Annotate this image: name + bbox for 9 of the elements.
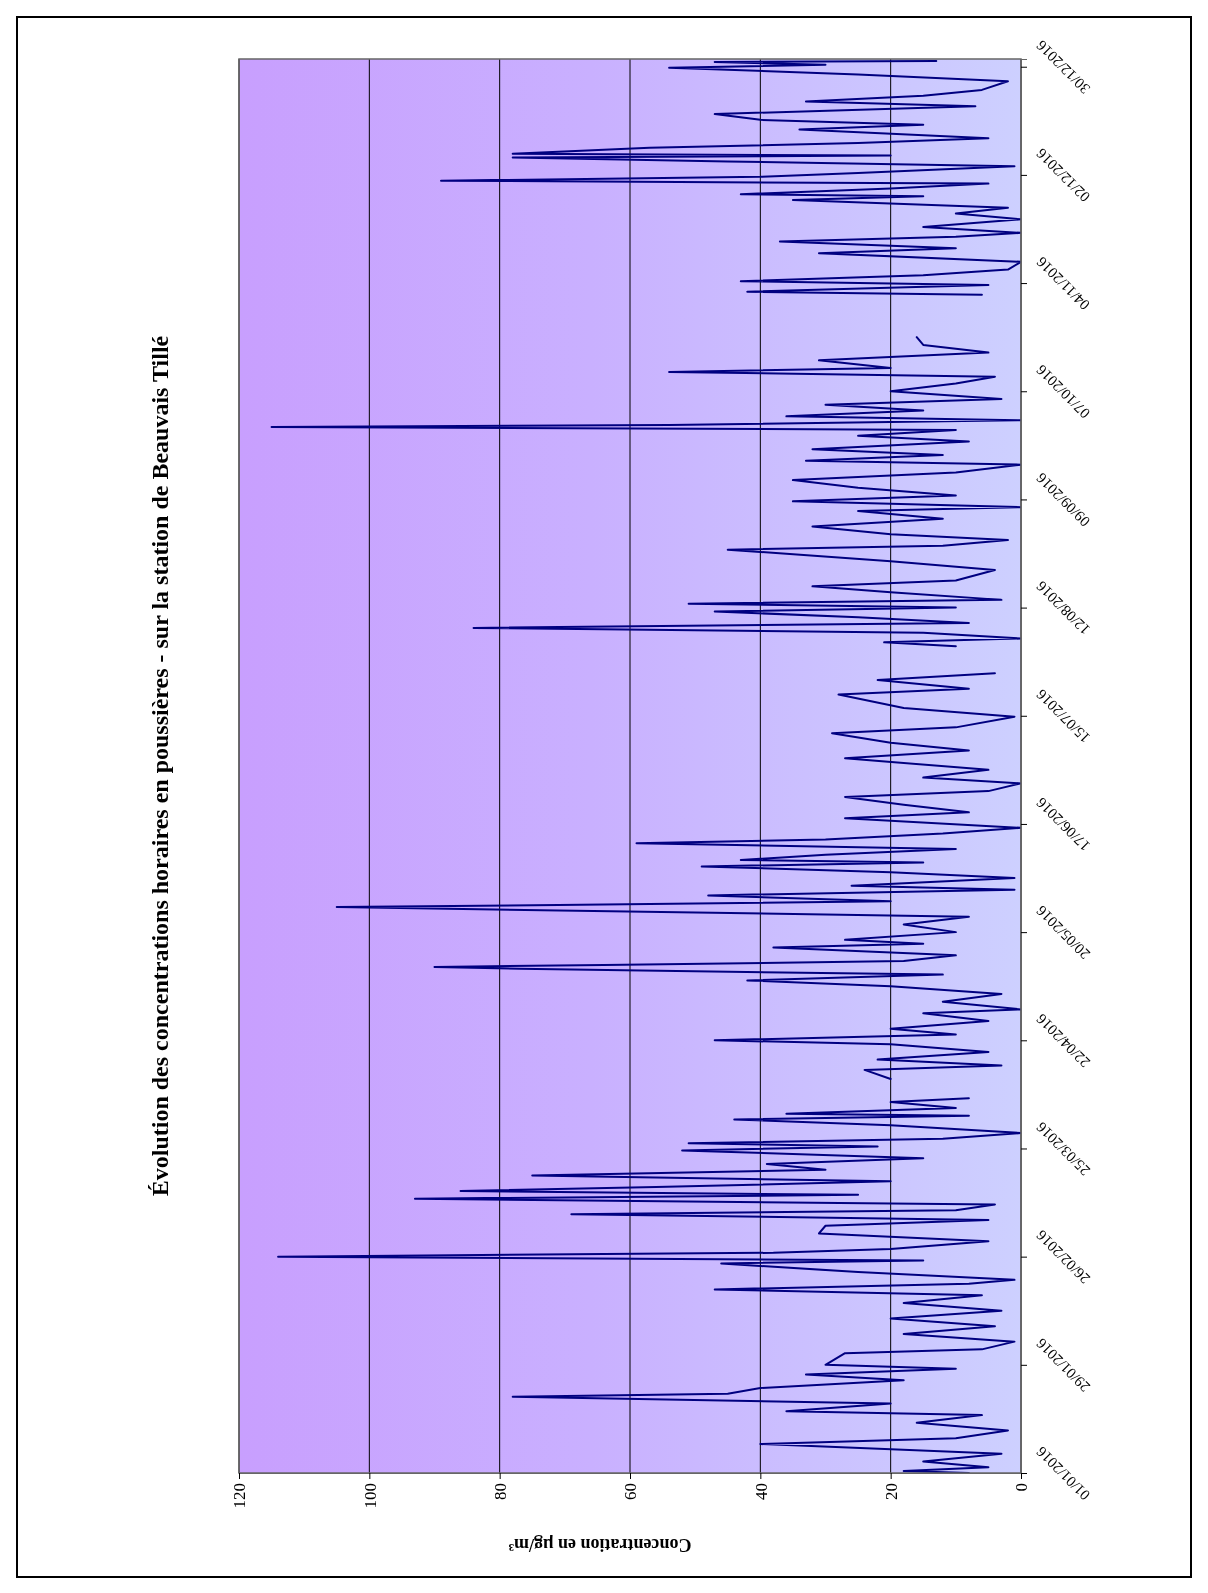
x-tick-label: 0 [1012, 1483, 1032, 1492]
x-tick-label: 100 [360, 1483, 380, 1509]
x-tick-label: 60 [621, 1483, 641, 1500]
x-tick-label: 20 [882, 1483, 902, 1500]
x-tick-label: 40 [751, 1483, 771, 1500]
x-axis-title: Concentration en µg/m³ [508, 1535, 692, 1555]
x-tick-label: 80 [491, 1483, 511, 1500]
text: Évolution des concentrations horaires en poussières - sur la station de Beauvais Tillé [147, 335, 173, 1197]
x-tick-label: 120 [230, 1483, 250, 1509]
